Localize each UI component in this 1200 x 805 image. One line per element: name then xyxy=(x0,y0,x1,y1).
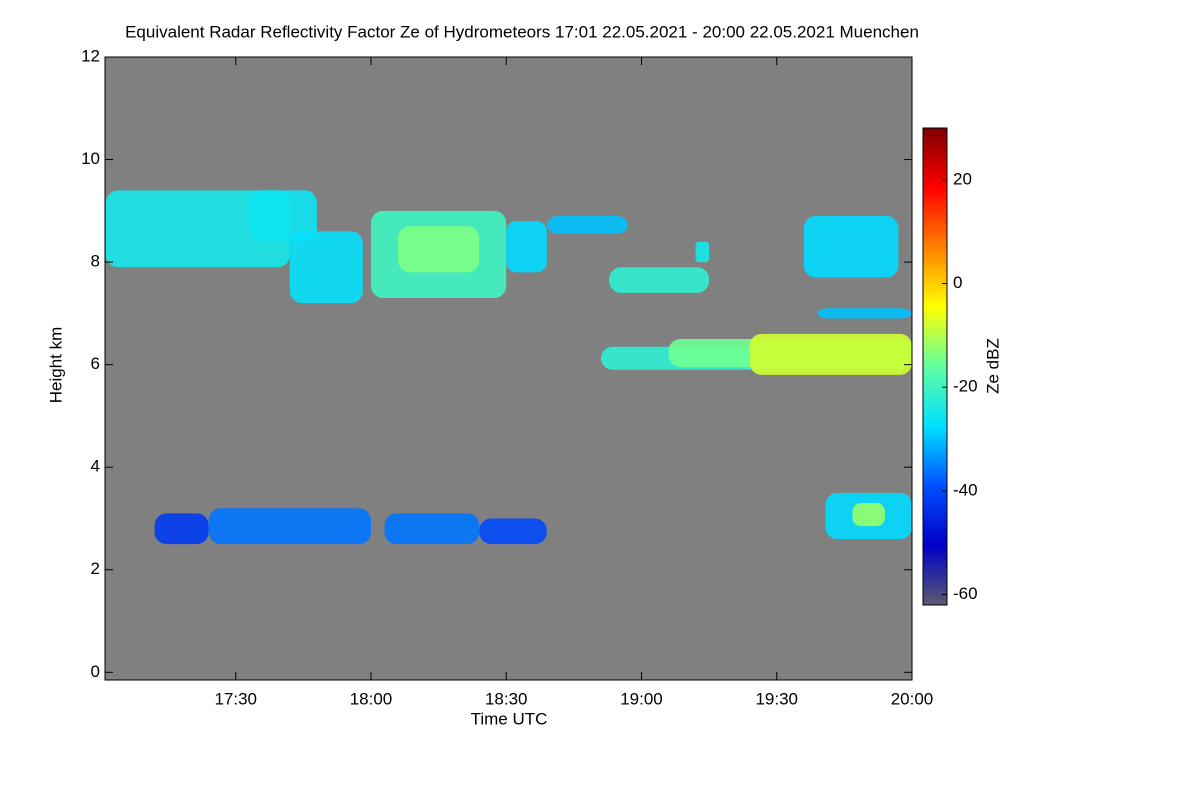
colorbar-tick-label: 20 xyxy=(953,169,972,188)
chart-title: Equivalent Radar Reflectivity Factor Ze … xyxy=(125,22,919,41)
colorbar-tick-label: -20 xyxy=(953,377,978,396)
y-tick-label: 8 xyxy=(91,252,100,271)
x-tick-label: 17:30 xyxy=(214,689,257,708)
reflectivity-cell xyxy=(289,231,363,304)
y-tick-label: 10 xyxy=(81,149,100,168)
y-tick-label: 2 xyxy=(91,559,100,578)
x-tick-label: 19:00 xyxy=(620,689,663,708)
reflectivity-cell xyxy=(749,333,912,375)
reflectivity-cell xyxy=(154,513,209,545)
reflectivity-cell xyxy=(208,508,371,545)
reflectivity-cell xyxy=(852,503,885,527)
x-tick-label: 19:30 xyxy=(755,689,798,708)
y-tick-label: 6 xyxy=(91,354,100,373)
reflectivity-cell xyxy=(398,226,480,273)
y-axis-label: Height km xyxy=(46,327,65,404)
colorbar-label: Ze dBZ xyxy=(983,338,1002,394)
reflectivity-cell xyxy=(803,215,899,278)
y-tick-label: 0 xyxy=(91,662,100,681)
x-axis-label: Time UTC xyxy=(471,709,548,728)
colorbar-tick-label: -60 xyxy=(953,584,978,603)
reflectivity-cell xyxy=(506,221,547,273)
y-tick-label: 4 xyxy=(91,457,100,476)
reflectivity-cell xyxy=(695,241,710,263)
colorbar-tick-label: 0 xyxy=(953,273,962,292)
colorbar xyxy=(922,127,948,606)
reflectivity-cell xyxy=(609,267,710,293)
reflectivity-cell xyxy=(249,190,317,242)
reflectivity-cell xyxy=(479,518,547,545)
plot-frame xyxy=(104,56,913,681)
reflectivity-cell xyxy=(105,190,290,268)
reflectivity-cell xyxy=(384,513,480,545)
x-tick-label: 20:00 xyxy=(891,689,934,708)
reflectivity-cell xyxy=(817,308,912,319)
x-tick-label: 18:30 xyxy=(485,689,528,708)
y-tick-label: 12 xyxy=(81,46,100,65)
x-tick-label: 18:00 xyxy=(350,689,393,708)
colorbar-tick-label: -40 xyxy=(953,480,978,499)
reflectivity-cell xyxy=(546,215,628,234)
